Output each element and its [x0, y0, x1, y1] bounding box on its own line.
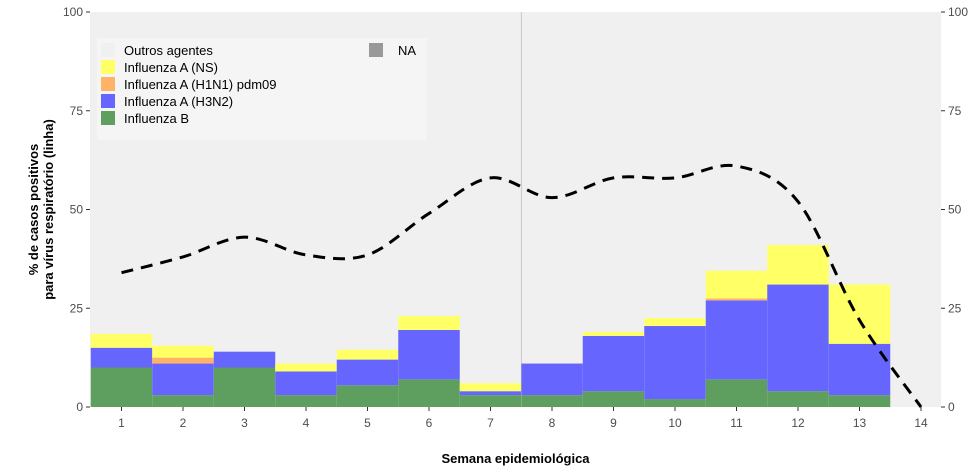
x-tick-label: 13 — [853, 416, 867, 430]
bar-segment — [275, 371, 337, 396]
bar-segment — [582, 331, 645, 336]
y-axis-title-line-1: % de casos positivos — [26, 144, 41, 276]
x-tick-label: 1 — [118, 416, 125, 430]
legend-label: Influenza A (H1N1) pdm09 — [124, 77, 276, 92]
legend-label: Influenza A (NS) — [124, 60, 218, 75]
x-axis: 1 2 3 4 5 6 7 8 9 10 11 12 13 14 — [118, 407, 928, 430]
y-tick-label-left: 75 — [70, 104, 84, 118]
bar-segment — [152, 395, 214, 407]
bar-segment — [336, 359, 399, 386]
bar-segment — [705, 298, 768, 301]
legend-swatch — [101, 60, 115, 74]
x-tick-label: 11 — [730, 416, 743, 430]
x-tick-label: 5 — [364, 416, 371, 430]
y-tick-label-left: 50 — [70, 203, 84, 217]
bar-segment — [828, 395, 891, 407]
bar-segment — [152, 363, 214, 396]
bar-segment — [644, 318, 706, 327]
legend-label: Outros agentes — [124, 43, 213, 58]
positive-cases-dashed-line — [121, 163, 923, 408]
legend: Outros agentes Influenza A (NS) Influenza … — [97, 38, 427, 140]
x-tick-label: 12 — [791, 416, 805, 430]
legend-swatch — [101, 94, 115, 108]
legend-label: Influenza B — [124, 111, 189, 126]
bar-segment — [521, 363, 583, 396]
legend-label: Influenza A (H3N2) — [124, 94, 233, 109]
y-axis-left: 0 25 50 75 100 — [63, 5, 90, 414]
bar-segment — [767, 391, 829, 407]
bar-segment — [767, 245, 829, 285]
bar-segment — [275, 395, 337, 407]
legend-swatch — [101, 77, 115, 91]
x-tick-label: 2 — [180, 416, 187, 430]
y-tick-label-right: 100 — [948, 5, 968, 19]
x-tick-label: 10 — [668, 416, 682, 430]
bar-segment — [398, 379, 460, 407]
y-axis-title-line-2: para vírus respiratório (linha) — [41, 119, 56, 300]
bar-segment — [213, 367, 276, 407]
x-axis-title: Semana epidemiológica — [441, 451, 590, 466]
legend-swatch — [101, 111, 115, 125]
bar-segment — [152, 345, 214, 358]
x-tick-label: 7 — [487, 416, 494, 430]
bar-segment — [90, 333, 153, 348]
y-tick-label-right: 25 — [948, 301, 962, 315]
x-tick-label: 4 — [303, 416, 310, 430]
bar-segment — [705, 300, 768, 380]
bar-segment — [767, 284, 829, 392]
bar-segment — [582, 391, 645, 407]
bar-segment — [213, 351, 276, 368]
bar-segment — [828, 284, 891, 344]
bar-segment — [459, 395, 522, 407]
bar-segment — [90, 347, 153, 368]
bar-segment — [644, 326, 706, 400]
bar-segment — [459, 391, 522, 396]
y-tick-label-left: 0 — [76, 400, 83, 414]
bar-segment — [398, 316, 460, 330]
y-tick-label-left: 100 — [63, 5, 83, 19]
bar-segment — [275, 363, 337, 372]
bar-segment — [644, 399, 706, 407]
y-axis-right: 0 25 50 75 100 — [941, 5, 968, 414]
bar-segment — [705, 270, 768, 299]
y-tick-label-right: 50 — [948, 203, 962, 217]
bar-segment — [582, 335, 645, 392]
y-tick-label-left: 25 — [70, 301, 84, 315]
bar-segment — [459, 383, 522, 392]
legend-label: NA — [398, 43, 416, 58]
x-tick-label: 3 — [241, 416, 248, 430]
bar-segment — [705, 379, 768, 407]
x-tick-label: 14 — [914, 416, 928, 430]
bars-group — [90, 245, 891, 407]
y-tick-label-right: 75 — [948, 104, 962, 118]
bar-segment — [90, 367, 153, 407]
bar-segment — [152, 357, 214, 364]
y-tick-label-right: 0 — [948, 400, 955, 414]
legend-swatch — [369, 43, 383, 57]
bar-segment — [336, 349, 399, 360]
bar-segment — [336, 385, 399, 407]
x-tick-label: 6 — [426, 416, 433, 430]
x-tick-label: 8 — [549, 416, 556, 430]
bar-segment — [398, 329, 460, 380]
legend-swatch — [101, 43, 115, 57]
x-tick-label: 9 — [610, 416, 617, 430]
bar-segment — [521, 395, 583, 407]
